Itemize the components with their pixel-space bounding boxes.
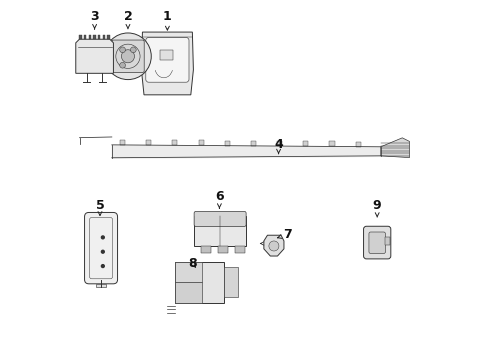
Bar <box>96 284 106 287</box>
Circle shape <box>104 33 151 80</box>
Circle shape <box>120 47 125 53</box>
Bar <box>277 141 282 146</box>
Bar <box>84 35 86 39</box>
Text: 6: 6 <box>215 190 223 208</box>
Bar <box>234 246 244 253</box>
Bar <box>303 141 308 146</box>
Bar <box>107 35 109 39</box>
Bar <box>329 141 334 147</box>
Circle shape <box>121 50 134 63</box>
Bar <box>98 35 100 39</box>
Bar <box>384 237 389 244</box>
Bar <box>200 246 210 253</box>
Circle shape <box>101 236 104 239</box>
Bar <box>224 267 238 297</box>
Bar <box>93 35 95 39</box>
Text: 4: 4 <box>274 138 283 154</box>
Circle shape <box>101 250 104 253</box>
Polygon shape <box>264 235 284 256</box>
Bar <box>146 140 151 145</box>
Bar <box>355 141 360 147</box>
Text: 7: 7 <box>277 228 291 241</box>
Circle shape <box>130 47 136 53</box>
Polygon shape <box>380 138 408 158</box>
Bar <box>250 141 255 146</box>
Bar <box>224 141 229 146</box>
FancyBboxPatch shape <box>145 37 188 82</box>
FancyBboxPatch shape <box>84 212 117 284</box>
Text: 2: 2 <box>123 10 132 29</box>
FancyBboxPatch shape <box>111 40 144 72</box>
Bar <box>194 216 245 246</box>
Text: 8: 8 <box>188 257 196 270</box>
Polygon shape <box>76 39 113 73</box>
Bar <box>175 262 202 282</box>
Bar <box>217 246 227 253</box>
Bar <box>198 140 203 145</box>
Circle shape <box>120 62 125 68</box>
Text: 1: 1 <box>163 10 171 30</box>
Circle shape <box>101 265 104 267</box>
Bar <box>88 35 91 39</box>
FancyBboxPatch shape <box>363 226 390 259</box>
Text: 5: 5 <box>96 199 104 216</box>
Bar <box>120 140 125 145</box>
Text: 9: 9 <box>372 199 381 217</box>
Bar <box>175 262 224 303</box>
Bar <box>79 35 81 39</box>
FancyBboxPatch shape <box>194 211 245 226</box>
FancyBboxPatch shape <box>368 232 385 253</box>
Bar <box>175 282 202 303</box>
Bar <box>102 35 105 39</box>
Bar <box>159 50 173 60</box>
Text: 3: 3 <box>90 10 99 29</box>
Circle shape <box>268 241 278 251</box>
Bar <box>172 140 177 145</box>
Polygon shape <box>141 32 193 95</box>
